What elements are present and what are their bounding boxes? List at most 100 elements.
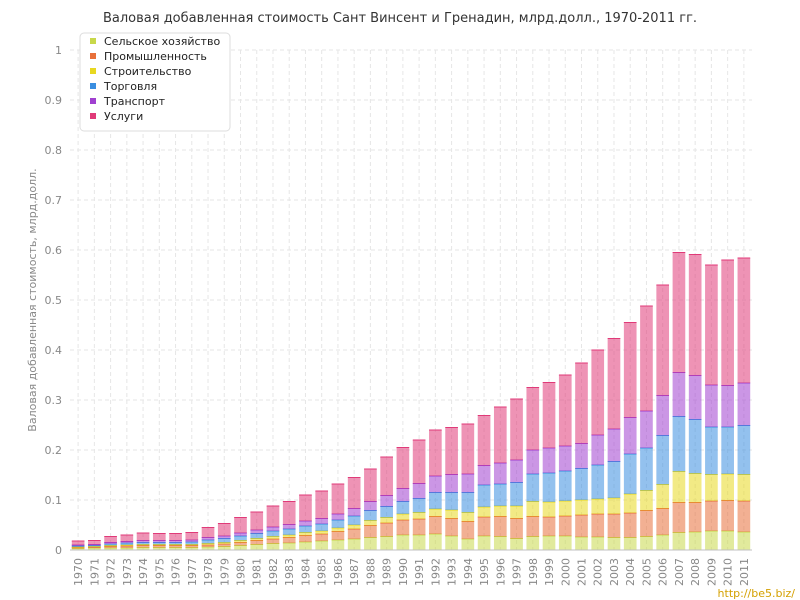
bar-segment (250, 530, 264, 534)
x-tick-label: 1988 (364, 558, 377, 586)
bar-segment (396, 488, 410, 502)
bar-segment (282, 537, 296, 543)
bar-segment (558, 516, 572, 536)
bar-segment (640, 510, 653, 537)
bar-segment (185, 540, 199, 542)
bar-segment (234, 517, 247, 533)
bar-segment (591, 514, 605, 537)
bar-segment (526, 536, 540, 550)
bar-segment (445, 427, 458, 475)
x-tick-label: 2000 (559, 558, 572, 586)
bar-segment (542, 502, 556, 517)
x-tick-label: 2005 (640, 558, 653, 586)
bar-segment (250, 512, 264, 530)
bar-segment (412, 512, 426, 519)
x-tick-label: 1971 (88, 558, 101, 586)
bar-segment (623, 494, 637, 513)
bar-segment (217, 538, 231, 543)
bar-segment (607, 514, 621, 538)
x-tick-label: 2003 (608, 558, 621, 586)
bar-segment (542, 473, 556, 502)
x-tick-label: 1990 (397, 558, 410, 586)
bar-segment (640, 448, 653, 491)
bar-segment (558, 446, 572, 471)
bar-segment (493, 516, 507, 537)
legend-label: Услуги (104, 110, 143, 123)
x-tick-label: 1998 (527, 558, 540, 586)
bar-segment (445, 510, 458, 519)
legend-label: Торговля (103, 80, 157, 93)
bar-segment (364, 510, 377, 521)
bar-segment (299, 532, 312, 536)
bar-segment (542, 536, 556, 550)
legend-label: Строительство (104, 65, 192, 78)
bar-segment (429, 509, 442, 517)
bar-segment (266, 539, 280, 544)
bar-segment (493, 463, 507, 484)
bar-segment (510, 506, 523, 519)
bar-segment (315, 541, 329, 550)
bar-segment (656, 484, 670, 509)
bar-segment (445, 536, 458, 550)
bar-segment (656, 435, 670, 485)
legend-swatch (90, 53, 96, 59)
bar-segment (347, 477, 361, 509)
y-tick-label: 0.3 (45, 394, 63, 407)
bar-segment (623, 322, 637, 418)
bar-segment (705, 531, 718, 550)
bar-segment (429, 492, 442, 509)
bar-segment (412, 519, 426, 535)
bar-segment (477, 415, 491, 466)
bar-segment (380, 457, 393, 496)
x-tick-label: 1980 (235, 558, 248, 586)
bar-segment (640, 411, 653, 448)
bar-segment (688, 473, 702, 503)
x-tick-label: 1999 (543, 558, 556, 586)
legend-label: Транспорт (103, 95, 166, 108)
bar-segment (461, 521, 475, 539)
bar-segment (234, 533, 247, 536)
bar-segment (299, 526, 312, 533)
bar-segment (380, 536, 393, 550)
bar-segment (299, 521, 312, 526)
bar-segment (445, 492, 458, 510)
bar-segment (477, 517, 491, 536)
bar-segment (185, 542, 199, 545)
y-tick-label: 1 (55, 44, 62, 57)
bar-segment (396, 520, 410, 535)
bar-segment (656, 285, 670, 396)
bar-segment (250, 544, 264, 550)
bar-segment (315, 518, 329, 524)
bar-segment (721, 427, 734, 474)
x-tick-label: 1983 (283, 558, 296, 586)
bar-segment (169, 533, 182, 541)
x-tick-label: 1977 (186, 558, 199, 586)
bar-segment (412, 535, 426, 550)
bar-segment (380, 523, 393, 537)
bar-segment (201, 537, 215, 540)
bar-segment (234, 542, 247, 546)
bar-segment (493, 506, 507, 517)
bar-segment (299, 542, 312, 550)
bar-segment (558, 471, 572, 501)
bar-segment (136, 545, 150, 548)
bar-segment (477, 536, 491, 550)
bar-segment (217, 536, 231, 539)
y-tick-label: 0.6 (45, 244, 63, 257)
x-tick-label: 1989 (381, 558, 394, 586)
bar-segment (152, 547, 166, 550)
bar-segment (331, 531, 345, 540)
bar-segment (120, 535, 134, 542)
bar-segment (542, 517, 556, 536)
x-tick-label: 1981 (251, 558, 264, 586)
bar-segment (380, 517, 393, 523)
bar-segment (429, 430, 442, 476)
bar-segment (705, 265, 718, 385)
bar-segment (299, 495, 312, 521)
y-tick-label: 0.8 (45, 144, 63, 157)
bar-segment (510, 538, 523, 550)
x-tick-label: 2002 (592, 558, 605, 586)
bar-segment (607, 429, 621, 462)
bar-segment (737, 383, 751, 426)
bar-segment (737, 258, 751, 383)
